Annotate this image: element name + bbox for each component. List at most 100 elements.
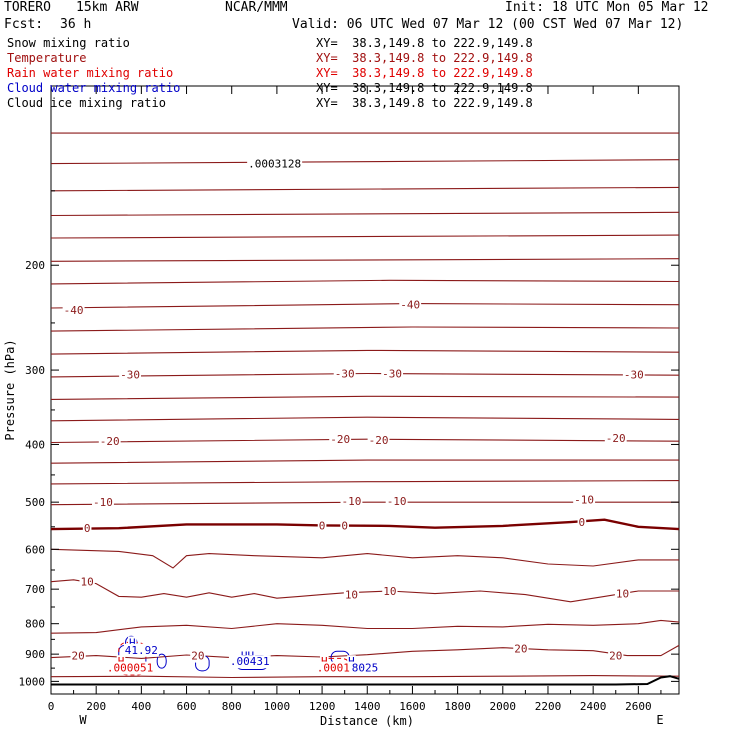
temperature-label-bg — [340, 519, 349, 533]
x-axis-east-label: E — [656, 713, 663, 727]
model-name: TORERO — [4, 0, 51, 15]
temperature-label: 0 — [84, 522, 91, 535]
cloud-water-label: H — [129, 636, 136, 649]
temperature-contour — [50, 326, 680, 332]
x-tick-label: 400 — [131, 700, 151, 713]
temperature-label-bg — [367, 433, 390, 447]
temperature-contour — [50, 548, 679, 569]
temperature-label-bg — [92, 496, 114, 510]
snow-label: .0003128 — [248, 158, 301, 171]
legend-entry-xy: XY= 38.3,149.8 to 222.9,149.8 — [316, 51, 533, 65]
x-axis-west-label: W — [79, 713, 87, 727]
temperature-contour — [50, 395, 680, 400]
temperature-contour — [50, 416, 680, 422]
legend-entry-xy: XY= 38.3,149.8 to 222.9,149.8 — [316, 66, 533, 80]
cloud-water-label-bg — [228, 655, 271, 669]
x-tick-label: 1000 — [264, 700, 291, 713]
terrain-line — [51, 675, 680, 686]
temperature-contour — [50, 619, 680, 634]
x-tick-label: 1200 — [309, 700, 336, 713]
temperature-label: -30 — [335, 367, 355, 380]
temperature-label-bg — [98, 435, 121, 449]
temperature-label: 20 — [609, 650, 622, 663]
temperature-label-bg — [608, 649, 624, 663]
temperature-label-bg — [340, 495, 363, 509]
legend-entry-xy: XY= 38.3,149.8 to 222.9,149.8 — [316, 36, 533, 50]
temperature-label: 10 — [616, 588, 629, 601]
temperature-label: 0 — [579, 516, 586, 529]
terrain — [51, 675, 680, 686]
rain-water-label: .000051 — [107, 662, 153, 675]
axis-ticks: 0 200 400 600 800 1000 1200 1400 1600 1800 2000 220… — [19, 86, 679, 713]
temperature-label: 10 — [345, 589, 358, 602]
temperature-label: 10 — [383, 585, 396, 598]
cloud-water-label-bg — [123, 643, 159, 657]
legend-entry-xy: XY= 38.3,149.8 to 222.9,149.8 — [316, 81, 533, 95]
y-tick-label: 500 — [25, 496, 45, 509]
temperature-contour — [50, 480, 680, 485]
temperature-label-bg — [343, 588, 360, 602]
y-tick-label: 800 — [25, 618, 45, 631]
temperature-label: -40 — [400, 299, 420, 312]
y-tick-label: 600 — [25, 543, 45, 556]
temperature-contour — [50, 438, 680, 444]
temperature-label-bg — [573, 493, 596, 507]
temperature-label-bg — [119, 368, 142, 382]
temperature-label: -20 — [369, 434, 389, 447]
temperature-label-bg — [317, 519, 327, 533]
temperature-label: -10 — [93, 496, 113, 509]
temperature-label: -40 — [64, 304, 84, 317]
temperature-label-bg — [82, 522, 92, 536]
cloud-water-contour — [156, 653, 167, 669]
x-tick-label: 2600 — [625, 700, 652, 713]
model-resolution: 15km ARW — [76, 0, 139, 15]
temperature-contour — [50, 186, 680, 192]
temperature-contour — [50, 211, 680, 217]
y-tick-label: 900 — [25, 648, 45, 661]
legend-entry-name: Cloud water mixing ratio — [7, 81, 181, 95]
rain-water-label-bg — [105, 661, 155, 675]
temperature-label-bg — [604, 431, 627, 445]
temperature-label: -30 — [624, 368, 644, 381]
temperature-label-bg — [622, 368, 645, 382]
cloud-water-label-bg — [350, 661, 380, 675]
temperature-contour — [50, 279, 680, 285]
temperature-label-bg — [381, 367, 404, 381]
x-axis-label: Distance (km) — [320, 714, 414, 728]
temperature-label-bg — [382, 584, 398, 598]
x-tick-label: 0 — [48, 700, 55, 713]
rain-water-label-bg — [315, 661, 351, 675]
freezing-contour — [50, 518, 680, 531]
snow-label-bg — [247, 157, 303, 171]
temperature-contour — [50, 159, 680, 165]
temperature-label-bg — [62, 304, 85, 318]
temperature-contour — [50, 579, 679, 603]
plot-area — [50, 85, 680, 695]
legend-entry-name: Cloud ice mixing ratio — [7, 96, 166, 110]
y-axis-label: Pressure (hPa) — [3, 339, 17, 440]
temperature-contours — [50, 132, 680, 679]
cloud-water-label: .00431 — [230, 655, 270, 668]
y-tick-label: 400 — [25, 438, 45, 451]
temperature-contour — [50, 234, 680, 239]
temperature-label: -30 — [382, 367, 402, 380]
cloud-water-label: 41.92 — [125, 644, 158, 657]
x-tick-label: 800 — [222, 700, 242, 713]
temperature-contour — [50, 675, 680, 679]
temperature-label-bg — [329, 433, 352, 447]
freezing-level — [50, 518, 680, 531]
temperature-label: 10 — [81, 576, 94, 589]
forecast-label: Fcst: — [4, 17, 44, 32]
init-time: Init: 18 UTC Mon 05 Mar 12 — [505, 0, 709, 15]
legend-entry-name: Temperature — [7, 51, 87, 65]
legend-entry-name: Snow mixing ratio — [7, 36, 130, 50]
x-tick-label: 2200 — [535, 700, 562, 713]
temperature-label: 20 — [71, 650, 84, 663]
temperature-contour — [50, 372, 680, 378]
x-tick-label: 2000 — [490, 700, 517, 713]
temperature-label-bg — [614, 587, 631, 601]
temperature-label: -20 — [100, 435, 120, 448]
x-tick-label: 1800 — [444, 700, 471, 713]
temperature-label-bg — [190, 649, 206, 663]
